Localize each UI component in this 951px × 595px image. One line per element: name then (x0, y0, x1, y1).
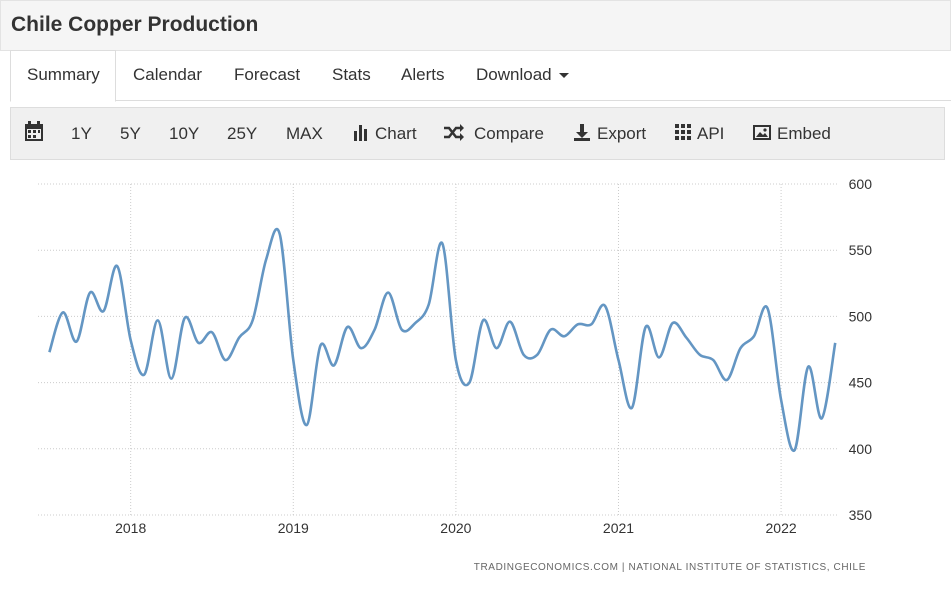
source-note: TRADINGECONOMICS.COM | NATIONAL INSTITUT… (474, 562, 866, 573)
y-tick-label: 350 (849, 507, 873, 523)
x-tick-label: 2019 (278, 520, 309, 536)
toolbar-icon (574, 124, 590, 141)
toolbar-button[interactable]: API (697, 124, 725, 143)
toolbar-button[interactable]: Compare (474, 124, 544, 143)
x-tick-label: 2020 (440, 520, 471, 536)
tab-bar: Summary Calendar Forecast Stats Alerts Downlo… (10, 50, 951, 102)
y-tick-label: 400 (849, 441, 873, 457)
toolbar-button[interactable]: 10Y (169, 124, 200, 143)
active-tab (10, 50, 116, 102)
toolbar: 1Y 5Y 10Y 25Y MAX Chart Compare Export API Embed (10, 107, 945, 160)
header: Chile Copper Production (0, 0, 951, 51)
tab[interactable]: Download (476, 65, 569, 85)
toolbar-button[interactable]: 5Y (120, 124, 141, 143)
x-tick-label: 2018 (115, 520, 146, 536)
x-tick-label: 2022 (766, 520, 797, 536)
y-tick-label: 600 (849, 176, 873, 192)
data-line (48, 227, 837, 452)
toolbar-button[interactable]: MAX (286, 124, 323, 143)
toolbar-icon (444, 124, 464, 141)
tab[interactable]: Forecast (234, 65, 301, 84)
caret (558, 73, 569, 79)
toolbar-button[interactable]: Chart (375, 124, 417, 143)
y-tick-label: 450 (849, 375, 873, 391)
toolbar-icon (354, 125, 367, 141)
toolbar-button[interactable]: 1Y (71, 124, 92, 143)
toolbar-icon (753, 125, 771, 140)
tab[interactable]: Calendar (133, 65, 202, 84)
y-tick-label: 500 (849, 308, 873, 324)
calendar-icon (25, 121, 43, 141)
toolbar-button[interactable]: Export (597, 124, 647, 143)
y-tick-label: 550 (849, 242, 873, 258)
toolbar-button[interactable]: 25Y (227, 124, 258, 143)
x-tick-label: 2021 (603, 520, 634, 536)
tab[interactable]: Alerts (401, 65, 445, 84)
toolbar-button[interactable]: Embed (777, 124, 831, 143)
page-title: Chile Copper Production (11, 13, 259, 36)
tab[interactable]: Stats (332, 65, 371, 84)
tab[interactable]: Summary (27, 65, 100, 84)
toolbar-icon (675, 124, 691, 140)
